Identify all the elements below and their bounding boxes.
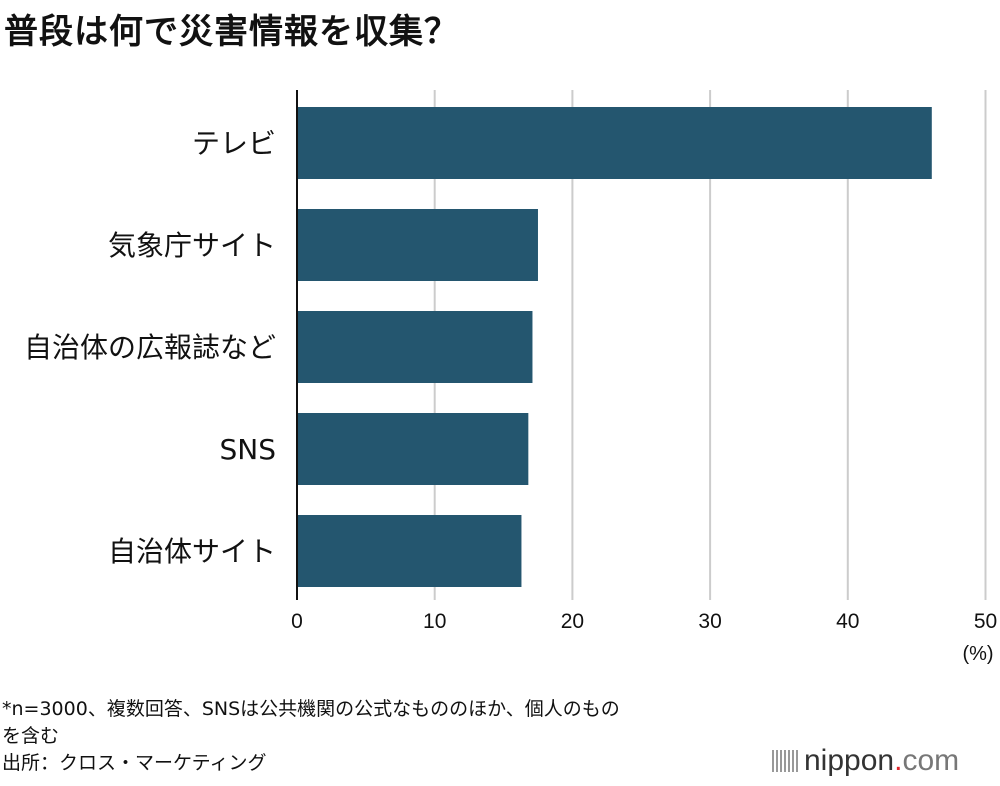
- x-tick-label: 50: [974, 610, 997, 633]
- footnotes: *n=3000、複数回答、SNSは公共機関の公式なもののほか、個人のもの を含む…: [2, 696, 620, 777]
- footnote-line: *n=3000、複数回答、SNSは公共機関の公式なもののほか、個人のもの: [2, 698, 620, 720]
- chart-title: 普段は何で災害情報を収集？: [4, 12, 459, 52]
- source-note: 出所：クロス・マーケティング: [2, 752, 267, 774]
- category-label: 自治体の広報誌など: [24, 331, 276, 364]
- category-label: 自治体サイト: [108, 535, 276, 568]
- bar: [297, 413, 529, 485]
- x-tick-label: 0: [291, 610, 303, 633]
- logo-suffix: com: [902, 744, 960, 777]
- logo-text: nippon: [804, 744, 895, 777]
- logo-dot: .: [894, 744, 903, 777]
- x-tick-label: 30: [698, 610, 721, 633]
- x-tick-label: 20: [561, 610, 584, 633]
- bar: [297, 209, 538, 281]
- category-label: 気象庁サイト: [108, 229, 276, 262]
- bar: [297, 107, 932, 179]
- x-axis-unit: (%): [962, 643, 993, 665]
- bar: [297, 311, 533, 383]
- x-tick-label: 10: [423, 610, 446, 633]
- x-tick-label: 40: [836, 610, 859, 633]
- logo-bars-icon: [772, 750, 798, 772]
- category-label: SNS: [220, 433, 277, 466]
- category-label: テレビ: [192, 127, 276, 160]
- nippon-logo: nippon.com: [772, 744, 959, 778]
- footnote-line: を含む: [2, 725, 60, 747]
- bar: [297, 515, 522, 587]
